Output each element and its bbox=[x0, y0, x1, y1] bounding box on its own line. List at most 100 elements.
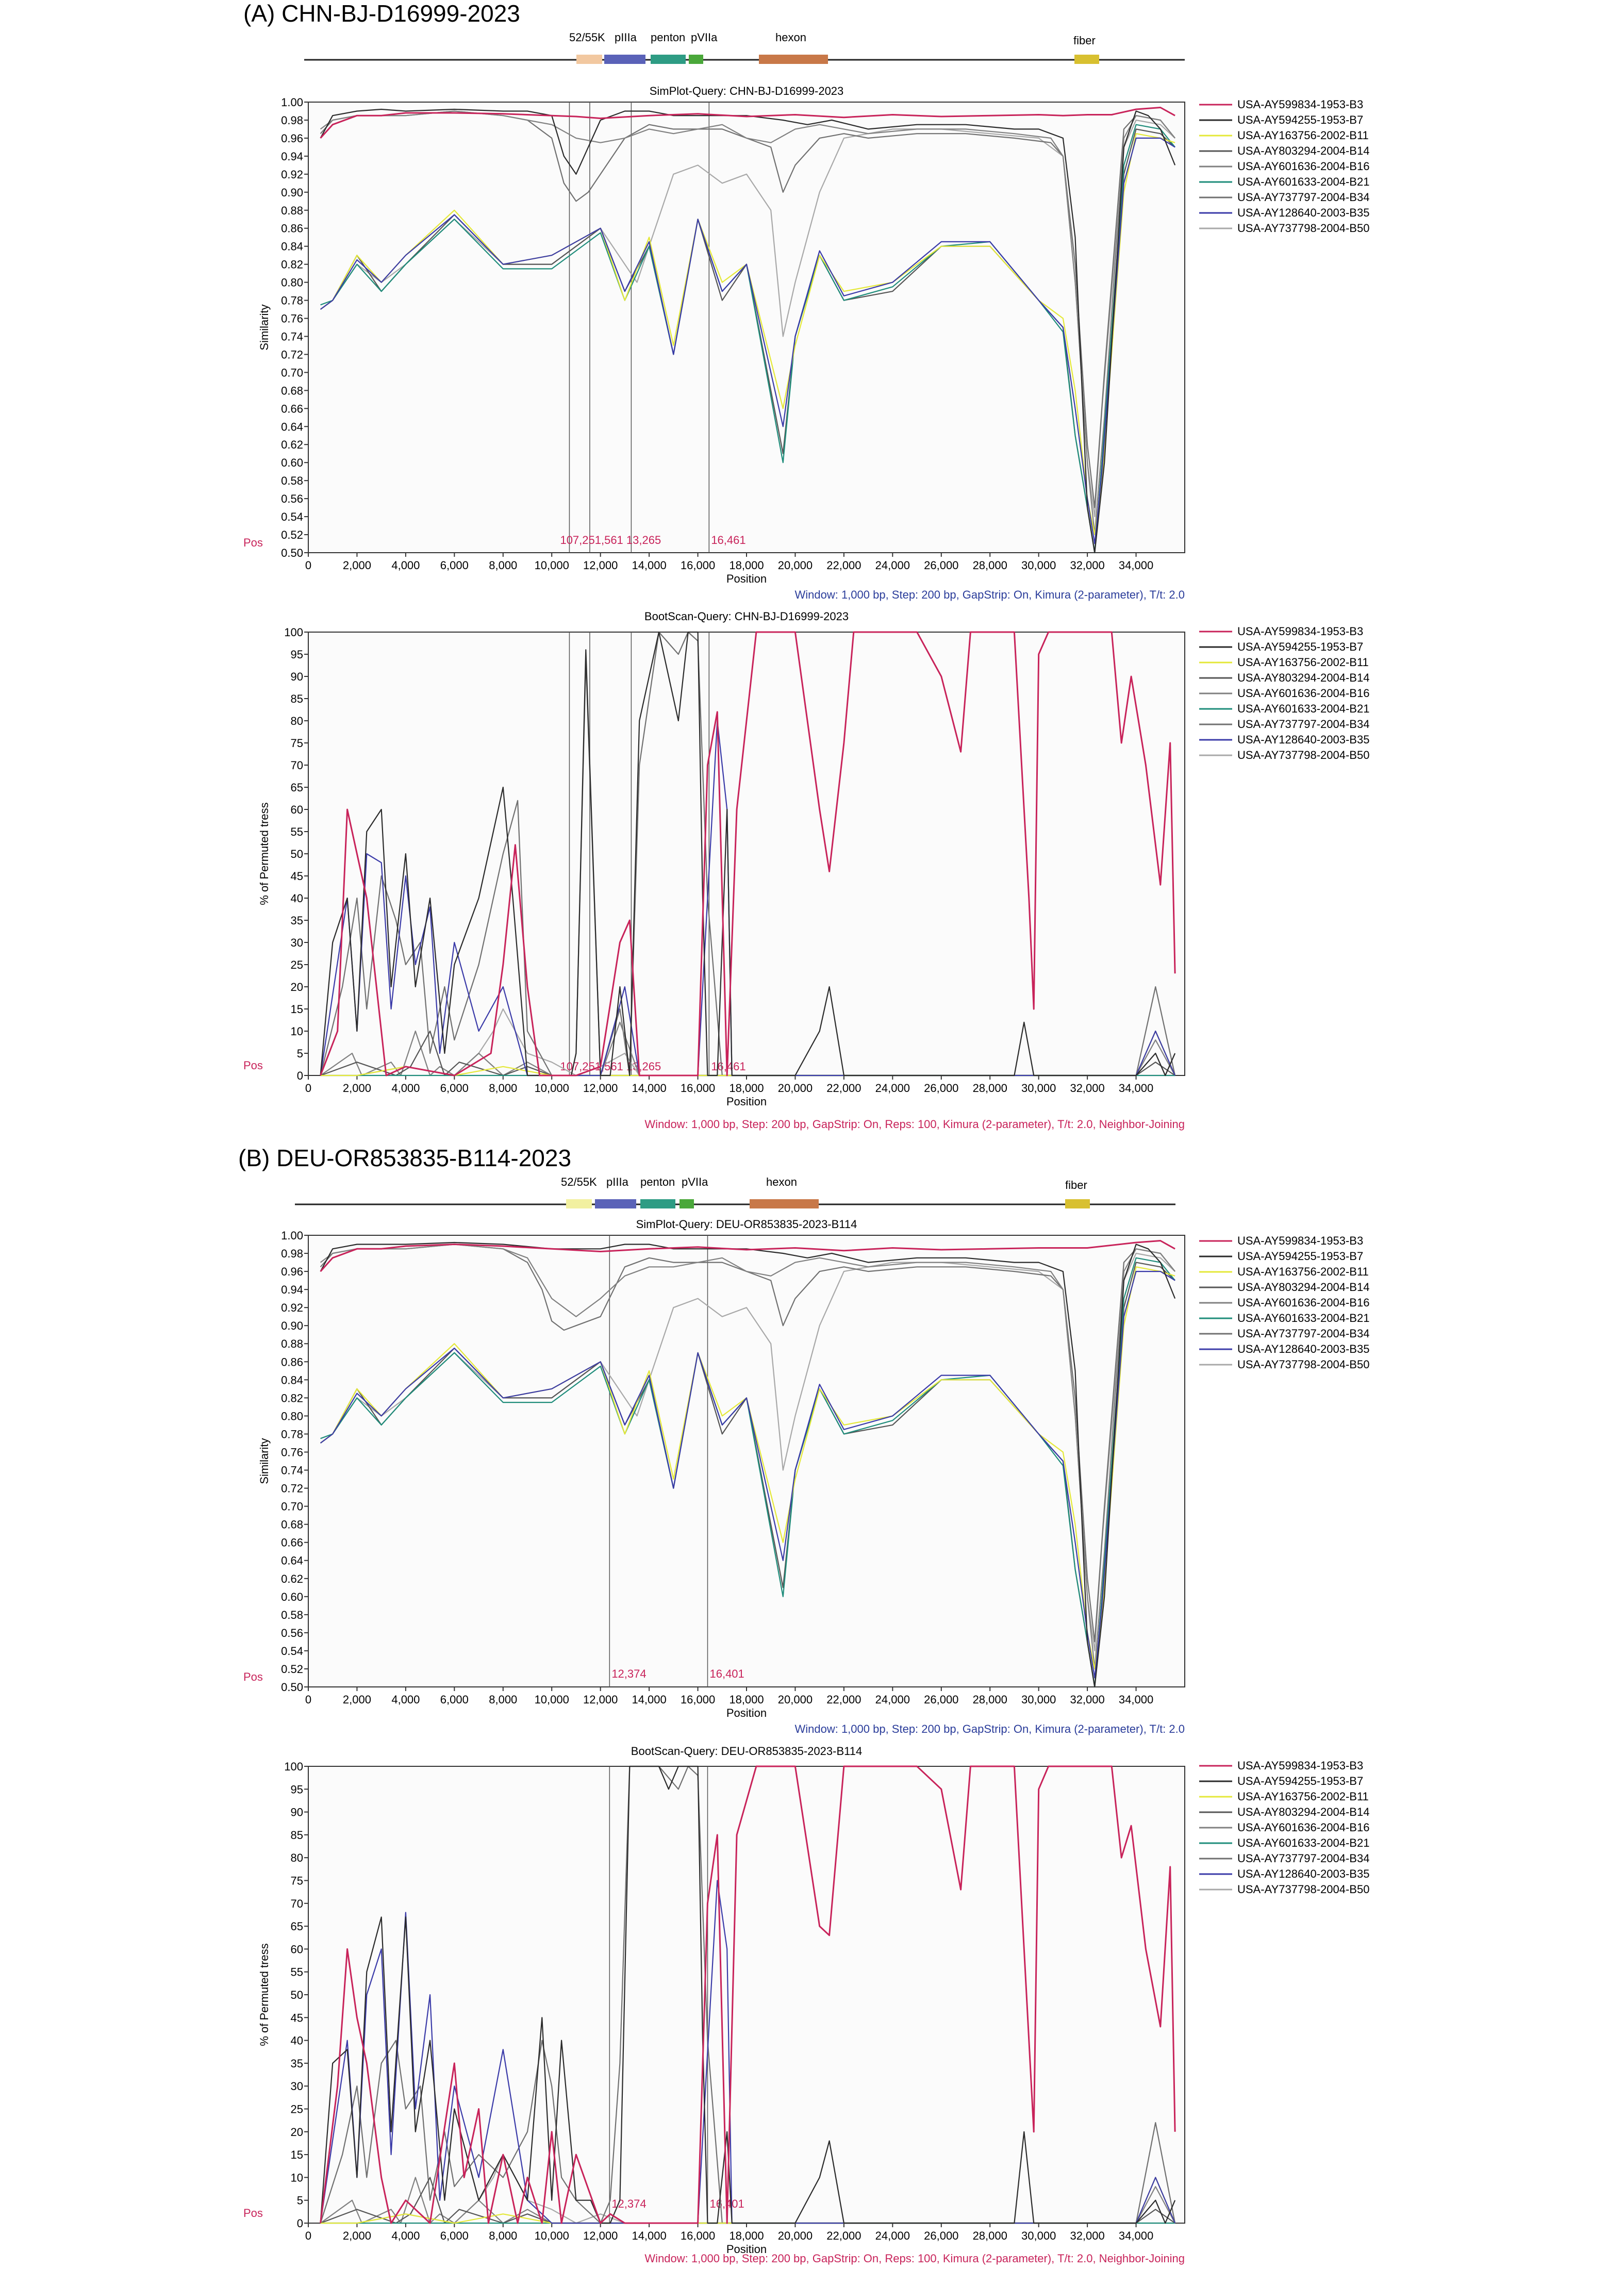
x-tick-label: 32,000 bbox=[1070, 2229, 1104, 2242]
x-tick-label: 26,000 bbox=[924, 559, 958, 572]
gene-fiber bbox=[1065, 1199, 1090, 1208]
pos-label: Pos bbox=[243, 2207, 263, 2220]
y-tick-label: 15 bbox=[291, 2148, 303, 2161]
x-tick-label: 4,000 bbox=[391, 1082, 420, 1095]
legend-label-b16: USA-AY601636-2004-B16 bbox=[1237, 160, 1369, 173]
gene-label-pviia: pVIIa bbox=[682, 1175, 708, 1188]
y-tick-label: 95 bbox=[291, 648, 303, 661]
gene-hexon bbox=[750, 1199, 819, 1208]
gene-pviia bbox=[680, 1199, 694, 1208]
y-tick-label: 5 bbox=[297, 1047, 303, 1060]
series-line-b35 bbox=[320, 137, 1175, 544]
chart-a-simplot: SimPlot-Query: CHN-BJ-D16999-2023 1.00 0.9… bbox=[243, 85, 1369, 601]
y-tick-label: 100 bbox=[284, 1760, 303, 1773]
y-tick-label: 1.00 bbox=[281, 1229, 303, 1242]
y-tick-label: 0.70 bbox=[281, 366, 303, 379]
plot-area bbox=[308, 1235, 1185, 1687]
x-tick-label: 26,000 bbox=[924, 1082, 958, 1095]
x-tick-label: 0 bbox=[305, 2229, 311, 2242]
gene-pviia bbox=[689, 55, 703, 64]
x-tick-label: 22,000 bbox=[826, 1693, 861, 1706]
x-tick-label: 28,000 bbox=[973, 2229, 1007, 2242]
breakpoint-label: 12,374 bbox=[611, 2197, 646, 2210]
y-tick-label: 80 bbox=[291, 1851, 303, 1864]
y-tick-label: 0.52 bbox=[281, 1663, 303, 1676]
x-tick-label: 20,000 bbox=[778, 2229, 813, 2242]
y-tick-label: 35 bbox=[291, 914, 303, 927]
series-line-b3 bbox=[320, 631, 1176, 1076]
legend-label-b14: USA-AY803294-2004-B14 bbox=[1237, 1806, 1369, 1818]
x-tick-label: 22,000 bbox=[826, 2229, 861, 2242]
breakpoint-label: 12,374 bbox=[611, 1667, 646, 1680]
x-tick-label: 12,000 bbox=[583, 1693, 618, 1706]
y-tick-label: 80 bbox=[291, 715, 303, 727]
y-tick-label: 0.68 bbox=[281, 384, 303, 397]
legend-label-b7: USA-AY594255-1953-B7 bbox=[1237, 1775, 1363, 1787]
y-tick-label: 75 bbox=[291, 1875, 303, 1887]
legend-label-b3: USA-AY599834-1953-B3 bbox=[1237, 98, 1363, 111]
y-tick-label: 45 bbox=[291, 870, 303, 883]
y-tick-label: 65 bbox=[291, 1920, 303, 1933]
legend-label-b16: USA-AY601636-2004-B16 bbox=[1237, 1821, 1369, 1834]
gene-label-penton: penton bbox=[651, 31, 685, 44]
x-tick-label: 34,000 bbox=[1119, 1082, 1153, 1095]
legend-label-b16: USA-AY601636-2004-B16 bbox=[1237, 687, 1369, 700]
legend-label-b21: USA-AY601633-2004-B21 bbox=[1237, 702, 1369, 715]
legend-label-b21: USA-AY601633-2004-B21 bbox=[1237, 1312, 1369, 1324]
x-tick-label: 30,000 bbox=[1021, 1693, 1056, 1706]
breakpoint-label: 107,251,561 13,265 bbox=[560, 534, 661, 546]
x-tick-label: 16,000 bbox=[681, 1693, 715, 1706]
pos-label: Pos bbox=[243, 536, 263, 549]
y-tick-label: 0.76 bbox=[281, 1446, 303, 1459]
y-tick-label: 40 bbox=[291, 2034, 303, 2047]
y-tick-label: 0.72 bbox=[281, 1482, 303, 1495]
series-line-b7 bbox=[320, 108, 1176, 554]
method-footer: Window: 1,000 bp, Step: 200 bp, GapStrip… bbox=[794, 588, 1185, 601]
y-tick-label: 0.60 bbox=[281, 1591, 303, 1603]
gene-label-pviia: pVIIa bbox=[691, 31, 718, 44]
y-tick-label: 1.00 bbox=[281, 96, 303, 109]
x-tick-label: 10,000 bbox=[535, 559, 569, 572]
series-line-b7 bbox=[320, 631, 1176, 1076]
gene-fiber bbox=[1074, 55, 1099, 64]
gene-52-55k bbox=[566, 1199, 592, 1208]
x-tick-label: 20,000 bbox=[778, 1693, 813, 1706]
y-axis-label: % of Permuted tress bbox=[258, 802, 271, 905]
x-tick-label: 18,000 bbox=[729, 2229, 764, 2242]
chart-title: BootScan-Query: CHN-BJ-D16999-2023 bbox=[644, 610, 849, 623]
y-tick-label: 60 bbox=[291, 803, 303, 816]
x-tick-label: 24,000 bbox=[875, 1693, 910, 1706]
y-axis-label: Similarity bbox=[258, 1438, 271, 1484]
y-tick-label: 0.84 bbox=[281, 1373, 303, 1386]
series-line-b11 bbox=[320, 133, 1175, 536]
legend-label-b34: USA-AY737797-2004-B34 bbox=[1237, 1852, 1369, 1865]
x-tick-label: 22,000 bbox=[826, 1082, 861, 1095]
y-tick-label: 95 bbox=[291, 1783, 303, 1796]
legend-label-b7: USA-AY594255-1953-B7 bbox=[1237, 113, 1363, 126]
x-tick-label: 4,000 bbox=[391, 1693, 420, 1706]
y-tick-label: 0.72 bbox=[281, 348, 303, 361]
y-tick-label: 0.88 bbox=[281, 1337, 303, 1350]
method-footer: Window: 1,000 bp, Step: 200 bp, GapStrip… bbox=[644, 1118, 1185, 1131]
panel-a: (A) CHN-BJ-D16999-2023 52/55K pIIIa pent… bbox=[243, 0, 1185, 64]
legend-label-b7: USA-AY594255-1953-B7 bbox=[1237, 640, 1363, 653]
y-tick-label: 100 bbox=[284, 626, 303, 639]
x-tick-label: 0 bbox=[305, 559, 311, 572]
series-line-b7 bbox=[320, 1241, 1176, 1688]
y-tick-label: 0.50 bbox=[281, 546, 303, 559]
x-tick-label: 24,000 bbox=[875, 2229, 910, 2242]
x-axis-label: Position bbox=[726, 1707, 767, 1719]
plot-area bbox=[308, 102, 1185, 553]
y-tick-label: 0.54 bbox=[281, 1645, 303, 1658]
y-tick-label: 20 bbox=[291, 981, 303, 993]
method-footer: Window: 1,000 bp, Step: 200 bp, GapStrip… bbox=[794, 1723, 1185, 1735]
y-tick-label: 0.64 bbox=[281, 420, 303, 433]
y-tick-label: 0.56 bbox=[281, 1627, 303, 1639]
legend-label-b11: USA-AY163756-2002-B11 bbox=[1237, 1790, 1369, 1803]
x-tick-label: 8,000 bbox=[489, 1082, 517, 1095]
y-tick-label: 90 bbox=[291, 1806, 303, 1819]
legend-label-b50: USA-AY737798-2004-B50 bbox=[1237, 749, 1369, 761]
pos-label: Pos bbox=[243, 1059, 263, 1072]
x-tick-label: 16,000 bbox=[681, 559, 715, 572]
